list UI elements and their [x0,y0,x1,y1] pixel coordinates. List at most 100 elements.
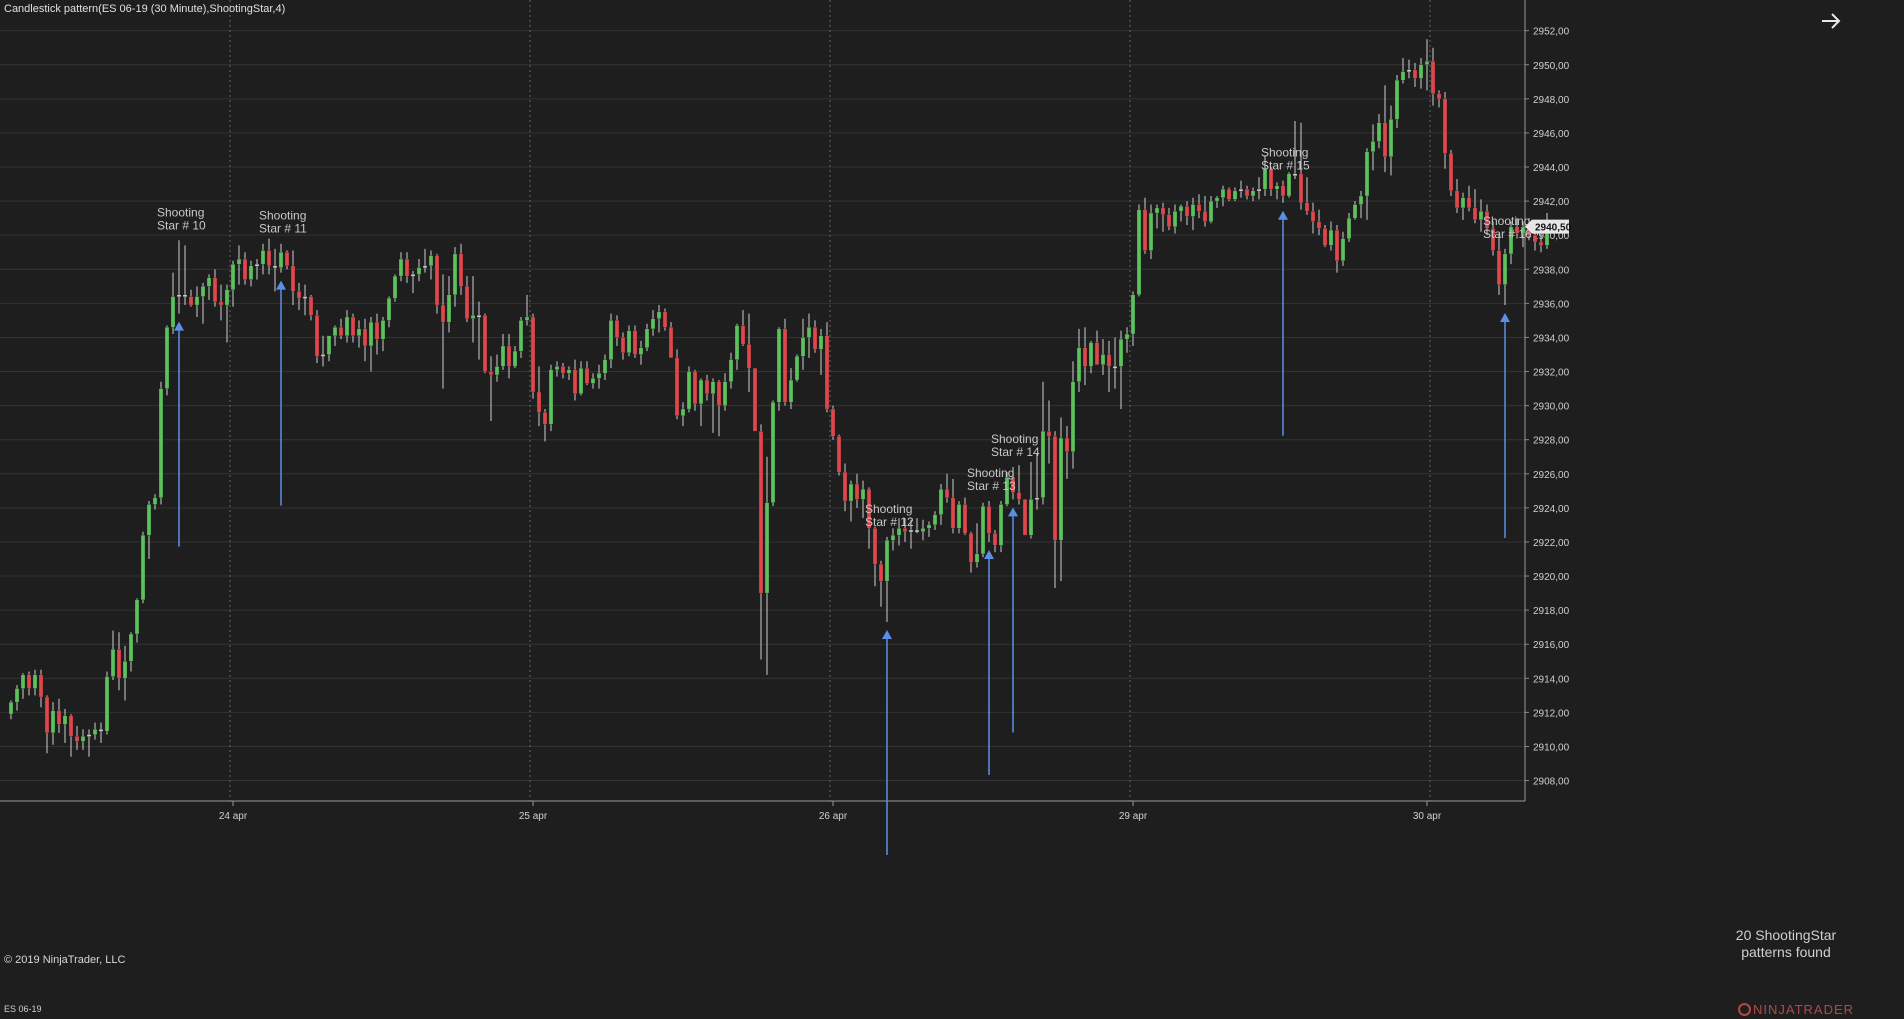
candle [896,518,902,546]
candle-body [1088,342,1094,367]
candle [1094,330,1100,365]
candle-body [368,321,374,347]
candle-body [632,330,638,355]
candle-body [1070,381,1076,452]
candle [218,284,224,321]
candle-body [146,504,152,536]
y-tick-label: 2908,00 [1533,777,1570,788]
y-tick-label: 2912,00 [1533,708,1570,719]
candle-body [824,335,830,410]
candle-body [1406,69,1412,73]
candle-body [338,327,344,336]
candle [350,313,356,343]
candle [944,473,950,503]
candle [950,478,956,534]
candle-body [80,736,86,742]
candle [740,310,746,346]
candle [1370,124,1376,171]
candle [1118,330,1124,410]
pattern-arrow-head [1008,507,1018,517]
candle-body [1184,206,1190,217]
candle-body [1520,226,1526,234]
candle [560,363,566,379]
candle-body [320,354,326,357]
candle [782,318,788,406]
candle [980,502,986,558]
candle [884,536,890,623]
candle-body [170,296,176,328]
candle-body [164,327,170,389]
candle [932,511,938,531]
summary-line-2: patterns found [1741,944,1831,960]
y-tick-label: 2944,00 [1533,163,1570,174]
candle [758,424,764,660]
pattern-arrow-head [984,549,994,559]
candle [1082,327,1088,386]
last-price-marker: 2940,50 [1525,219,1572,234]
candle-body [1532,235,1538,243]
candle-body [734,325,740,360]
candle [248,260,254,287]
candle [368,316,374,372]
candle [1250,187,1256,202]
candle [1298,122,1304,210]
candle-body [608,320,614,360]
candle [1166,207,1172,231]
candle-body [878,563,884,582]
candle [1382,85,1388,173]
candle [206,274,212,300]
candle [656,305,662,333]
candle-body [284,252,290,267]
candle [80,729,86,750]
candle [416,259,422,282]
candle-body [1154,207,1160,214]
x-tick-label: 30 apr [1413,811,1442,822]
candle-body [1202,211,1208,222]
candle-body [206,277,212,287]
candle-body [1466,197,1472,209]
candle-body [1106,354,1112,367]
candle [38,669,44,708]
candle [872,526,878,587]
candle-body [212,277,218,302]
candle [392,274,398,302]
candle-body [1316,221,1322,229]
candle [1268,167,1274,196]
candle [50,702,56,745]
candle [1472,189,1478,224]
candle-body [788,379,794,403]
y-tick-label: 2932,00 [1533,368,1570,379]
pattern-marker: ShootingStar # 12 [865,502,914,856]
candle-body [194,296,200,306]
candle-body [1244,189,1250,197]
candle-body [1448,153,1454,192]
candle [152,494,158,510]
candle [320,335,326,367]
candle-body [716,381,722,406]
candle [1004,472,1010,507]
candle [1502,248,1508,306]
candle-body [362,328,368,347]
candle-body [578,367,584,394]
candle [1142,197,1148,254]
pattern-label-line2: Star # 11 [259,222,307,236]
y-tick-label: 2940,00 [1533,231,1570,242]
candle-body [668,327,674,359]
pattern-arrow-head [1278,210,1288,220]
candle-body [236,258,242,265]
candle [362,318,368,362]
candle [1376,114,1382,149]
candle-body [398,258,404,277]
arrow-right-icon[interactable] [1816,6,1846,36]
candle [1112,337,1118,389]
candle-body [1148,212,1154,251]
candle-body [1496,250,1502,285]
candle [1160,202,1166,232]
candle [776,327,782,411]
candle-body [938,488,944,515]
candle-body [374,321,380,340]
candle-body [1280,185,1286,197]
candle [572,359,578,401]
